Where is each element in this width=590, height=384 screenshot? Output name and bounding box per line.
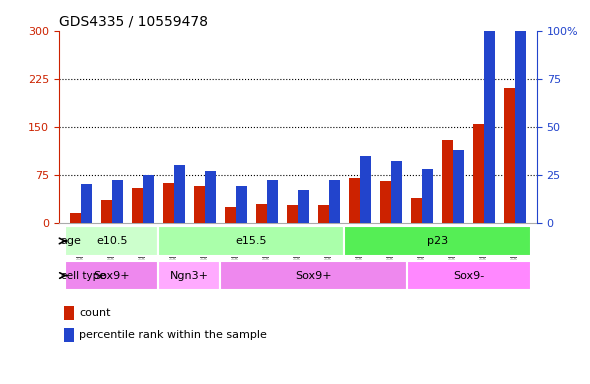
- Bar: [329, 180, 340, 223]
- Bar: [407, 261, 530, 290]
- Bar: [484, 0, 495, 223]
- Bar: [515, 0, 526, 223]
- Bar: [411, 199, 422, 223]
- Bar: [442, 139, 453, 223]
- Bar: [132, 187, 143, 223]
- Bar: [473, 124, 484, 223]
- Bar: [70, 213, 81, 223]
- Bar: [504, 88, 515, 223]
- Bar: [453, 150, 464, 223]
- Bar: [64, 306, 74, 320]
- Text: Sox9+: Sox9+: [93, 270, 130, 281]
- Bar: [194, 185, 205, 223]
- Text: GDS4335 / 10559478: GDS4335 / 10559478: [59, 14, 208, 28]
- Text: count: count: [79, 308, 110, 318]
- Bar: [298, 190, 309, 223]
- Bar: [225, 207, 236, 223]
- Text: Ngn3+: Ngn3+: [170, 270, 209, 281]
- Bar: [236, 186, 247, 223]
- Bar: [422, 169, 433, 223]
- Bar: [143, 175, 153, 223]
- Bar: [163, 183, 174, 223]
- Bar: [81, 184, 91, 223]
- Text: e15.5: e15.5: [235, 236, 267, 246]
- Bar: [360, 156, 371, 223]
- Text: age: age: [61, 236, 81, 246]
- Bar: [65, 226, 158, 256]
- Bar: [256, 204, 267, 223]
- Bar: [101, 200, 112, 223]
- Bar: [349, 178, 360, 223]
- Bar: [318, 205, 329, 223]
- Text: cell type: cell type: [61, 270, 105, 281]
- Text: p23: p23: [427, 236, 448, 246]
- Bar: [65, 261, 158, 290]
- Text: Sox9-: Sox9-: [453, 270, 484, 281]
- Bar: [267, 180, 278, 223]
- Bar: [205, 171, 216, 223]
- Bar: [112, 180, 123, 223]
- Bar: [158, 261, 221, 290]
- Bar: [221, 261, 407, 290]
- Bar: [345, 226, 530, 256]
- Text: Sox9+: Sox9+: [295, 270, 332, 281]
- Bar: [174, 165, 185, 223]
- Bar: [158, 226, 345, 256]
- Bar: [391, 161, 402, 223]
- Bar: [287, 205, 298, 223]
- Bar: [64, 328, 74, 342]
- Bar: [380, 181, 391, 223]
- Text: percentile rank within the sample: percentile rank within the sample: [79, 330, 267, 340]
- Text: e10.5: e10.5: [96, 236, 127, 246]
